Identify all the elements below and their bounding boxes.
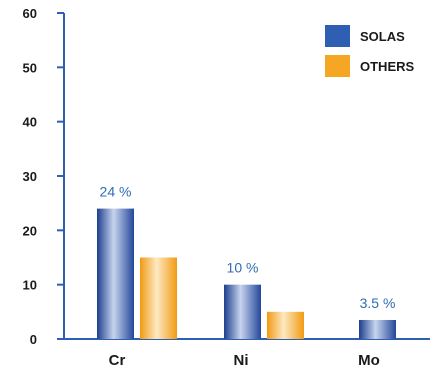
legend-label-others: OTHERS (360, 59, 415, 74)
x-axis-labels: Cr Ni Mo (109, 352, 380, 369)
bar-solas-ni (224, 284, 261, 339)
x-tick-label-ni: Ni (234, 352, 249, 369)
legend-label-solas: SOLAS (360, 29, 405, 44)
data-label-cr: 24 % (100, 184, 132, 200)
data-label-ni: 10 % (227, 260, 259, 276)
y-tick-label: 50 (23, 60, 37, 75)
legend-swatch-others (325, 55, 350, 77)
y-tick-label: 20 (23, 223, 37, 238)
legend: SOLAS OTHERS (325, 25, 415, 77)
y-tick-label: 40 (23, 115, 37, 130)
bar-solas-mo (359, 319, 396, 339)
y-tick-label: 60 (23, 6, 37, 21)
y-tick-label: 0 (30, 332, 37, 347)
y-tick-label: 30 (23, 169, 37, 184)
x-tick-label-mo: Mo (358, 352, 380, 369)
bar-others-cr (140, 257, 177, 339)
bar-others-ni (267, 311, 304, 339)
y-tick-label: 10 (23, 278, 37, 293)
bars: 24 % 10 % 3.5 % (97, 184, 396, 339)
bar-solas-cr (97, 208, 134, 339)
legend-swatch-solas (325, 25, 350, 47)
data-label-mo: 3.5 % (360, 295, 396, 311)
y-axis-ticks: 0 10 20 30 40 50 60 (23, 6, 64, 347)
x-tick-label-cr: Cr (109, 352, 126, 369)
